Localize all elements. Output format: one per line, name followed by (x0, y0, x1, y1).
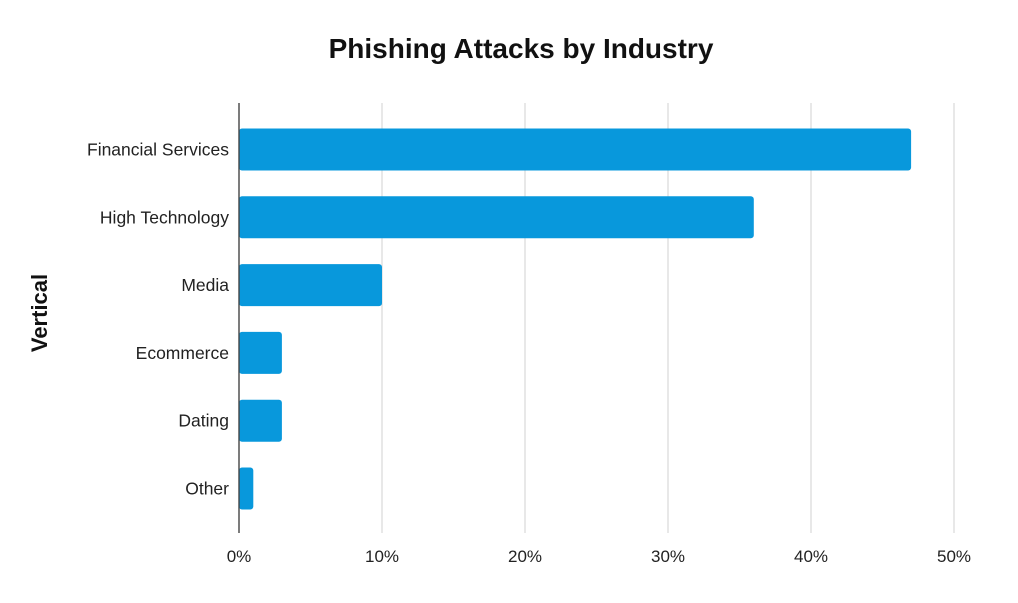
x-tick-label: 50% (937, 547, 971, 566)
x-tick-label: 0% (227, 547, 252, 566)
x-tick-label: 10% (365, 547, 399, 566)
category-labels: Financial Services High Technology Media Ec… (87, 140, 229, 499)
bars (239, 128, 912, 510)
x-tick-label: 30% (651, 547, 685, 566)
gridlines (381, 103, 955, 533)
category-label: High Technology (100, 207, 229, 227)
bar (239, 399, 282, 442)
category-label: Media (181, 275, 229, 295)
y-axis-label: Vertical (27, 274, 52, 352)
bar (239, 196, 754, 239)
chart-title: Phishing Attacks by Industry (329, 33, 714, 64)
bar (239, 467, 254, 510)
category-label: Ecommerce (136, 343, 229, 363)
category-label: Financial Services (87, 140, 229, 160)
category-label: Dating (178, 411, 229, 431)
bar (239, 128, 912, 171)
bar (239, 331, 282, 374)
x-tick-label: 20% (508, 547, 542, 566)
x-tick-labels: 0% 10% 20% 30% 40% 50% (227, 547, 971, 566)
x-tick-label: 40% (794, 547, 828, 566)
category-label: Other (185, 479, 229, 499)
bar (239, 264, 382, 307)
